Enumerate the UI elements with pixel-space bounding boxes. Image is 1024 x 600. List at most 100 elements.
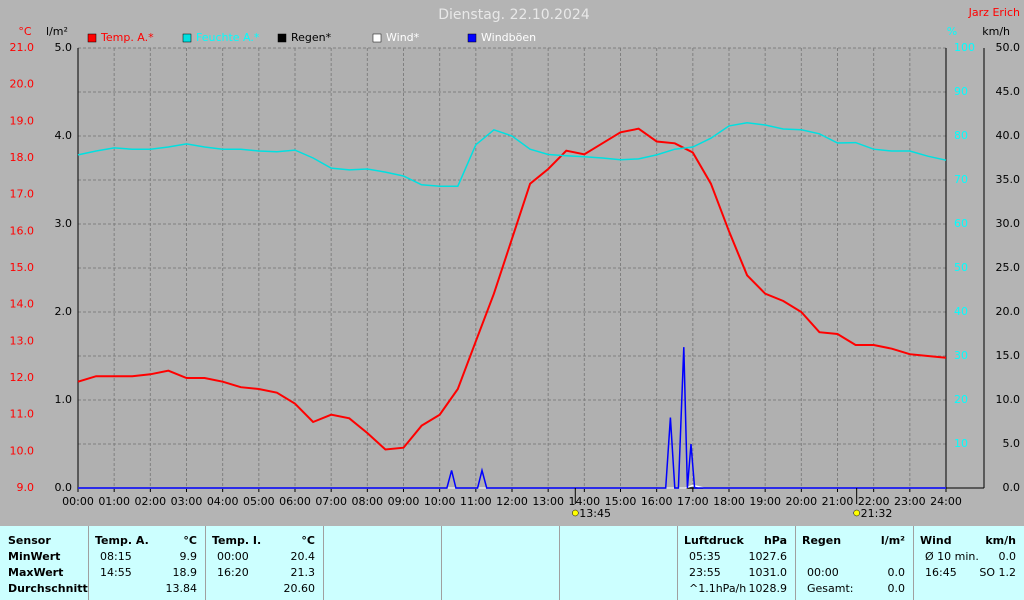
y-tick-label: 30 bbox=[954, 349, 968, 362]
x-tick-label: 03:00 bbox=[171, 495, 203, 508]
axis-unit: km/h bbox=[982, 25, 1010, 38]
group-name: Temp. A. bbox=[95, 534, 149, 547]
group-unit: °C bbox=[183, 534, 197, 547]
annotation-label: 13:45 bbox=[579, 507, 611, 520]
cell-time: ^1.1hPa/h bbox=[689, 582, 747, 595]
row-label: MaxWert bbox=[8, 566, 64, 579]
y-tick-label: 15.0 bbox=[996, 349, 1021, 362]
cell-value: 21.3 bbox=[290, 566, 316, 579]
cell-time: Gesamt: bbox=[807, 582, 854, 595]
x-tick-label: 07:00 bbox=[315, 495, 347, 508]
chart-title: Dienstag. 22.10.2024 bbox=[438, 7, 590, 23]
legend-swatch bbox=[182, 33, 192, 43]
y-tick-label: 45.0 bbox=[996, 85, 1021, 98]
y-tick-label: 4.0 bbox=[55, 129, 73, 142]
y-tick-label: 20 bbox=[954, 393, 968, 406]
y-tick-label: 10 bbox=[954, 437, 968, 450]
table-divider bbox=[441, 526, 442, 600]
y-tick-label: 50.0 bbox=[996, 41, 1021, 54]
x-tick-label: 08:00 bbox=[351, 495, 383, 508]
y-tick-label: 70 bbox=[954, 173, 968, 186]
x-tick-label: 00:00 bbox=[62, 495, 94, 508]
y-tick-label: 12.0 bbox=[10, 371, 35, 384]
y-tick-label: 20.0 bbox=[996, 305, 1021, 318]
x-tick-label: 11:00 bbox=[460, 495, 492, 508]
table-divider bbox=[323, 526, 324, 600]
x-tick-label: 20:00 bbox=[785, 495, 817, 508]
chart: Dienstag. 22.10.2024 Jarz Erich 00:00 01:… bbox=[10, 6, 1021, 520]
sun-icon bbox=[853, 509, 860, 517]
cell-value: 0.0 bbox=[998, 550, 1017, 563]
cell-time: 08:15 bbox=[100, 550, 132, 563]
legend-label: Temp. A.* bbox=[100, 31, 154, 44]
group-unit: °C bbox=[301, 534, 315, 547]
y-tick-label: 0.0 bbox=[1003, 481, 1021, 494]
sun-icon bbox=[572, 509, 579, 517]
x-tick-label: 17:00 bbox=[677, 495, 709, 508]
y-tick-label: 60 bbox=[954, 217, 968, 230]
row-label: Durchschnitt bbox=[8, 582, 88, 595]
cell-time: 00:00 bbox=[807, 566, 839, 579]
axis-unit: % bbox=[947, 25, 957, 38]
y-tick-label: 17.0 bbox=[10, 188, 35, 201]
x-tick-label: 24:00 bbox=[930, 495, 962, 508]
y-tick-label: 1.0 bbox=[55, 393, 73, 406]
legend-swatch bbox=[372, 33, 382, 43]
legend-label: Feuchte A.* bbox=[196, 31, 260, 44]
x-tick-label: 19:00 bbox=[749, 495, 781, 508]
series-line bbox=[77, 127, 947, 451]
table-divider bbox=[205, 526, 206, 600]
x-tick-label: 13:00 bbox=[532, 495, 564, 508]
cell-value: 20.4 bbox=[290, 550, 316, 563]
cell-time: 23:55 bbox=[689, 566, 721, 579]
table-divider bbox=[913, 526, 914, 600]
y-tick-label: 100 bbox=[954, 41, 975, 54]
x-tick-label: 01:00 bbox=[98, 495, 130, 508]
annotation-label: 21:32 bbox=[861, 507, 893, 520]
x-tick-label: 15:00 bbox=[605, 495, 637, 508]
x-tick-label: 14:00 bbox=[568, 495, 600, 508]
group-unit: km/h bbox=[985, 534, 1016, 547]
legend-swatch bbox=[467, 33, 477, 43]
group-name: Wind bbox=[920, 534, 952, 547]
x-tick-label: 18:00 bbox=[713, 495, 745, 508]
x-tick-label: 10:00 bbox=[424, 495, 456, 508]
y-tick-label: 18.0 bbox=[10, 151, 35, 164]
series-line bbox=[77, 122, 947, 187]
group-name: Temp. I. bbox=[212, 534, 262, 547]
y-tick-label: 14.0 bbox=[10, 298, 35, 311]
table-header: Sensor bbox=[8, 534, 51, 547]
y-tick-label: 11.0 bbox=[10, 408, 35, 421]
y-tick-label: 25.0 bbox=[996, 261, 1021, 274]
group-unit: l/m² bbox=[880, 534, 905, 547]
legend-label: Windböen bbox=[481, 31, 536, 44]
x-tick-label: 05:00 bbox=[243, 495, 275, 508]
y-tick-label: 80 bbox=[954, 129, 968, 142]
y-tick-label: 2.0 bbox=[55, 305, 73, 318]
x-tick-label: 06:00 bbox=[279, 495, 311, 508]
table-divider bbox=[88, 526, 89, 600]
cell-value: 1027.6 bbox=[748, 550, 788, 563]
y-tick-label: 5.0 bbox=[1003, 437, 1021, 450]
y-tick-label: 19.0 bbox=[10, 114, 35, 127]
stats-table: Sensor MinWert MaxWert Durchschnitt Temp. A.… bbox=[0, 526, 1024, 600]
cell-value: 13.84 bbox=[165, 582, 198, 595]
group-name: Luftdruck bbox=[684, 534, 744, 547]
cell-value: SO 1.2 bbox=[979, 566, 1016, 579]
x-tick-label: 09:00 bbox=[388, 495, 420, 508]
y-tick-label: 13.0 bbox=[10, 334, 35, 347]
y-tick-label: 3.0 bbox=[55, 217, 73, 230]
row-label: MinWert bbox=[8, 550, 61, 563]
x-tick-label: 21:00 bbox=[822, 495, 854, 508]
author: Jarz Erich bbox=[968, 6, 1020, 19]
axis-unit: °C bbox=[18, 25, 32, 38]
y-tick-label: 50 bbox=[954, 261, 968, 274]
cell-value: 0.0 bbox=[887, 566, 906, 579]
y-tick-label: 15.0 bbox=[10, 261, 35, 274]
y-tick-label: 21.0 bbox=[10, 41, 35, 54]
cell-value: 0.0 bbox=[887, 582, 906, 595]
axis-unit: l/m² bbox=[46, 25, 68, 38]
cell-time: 05:35 bbox=[689, 550, 721, 563]
y-tick-label: 20.0 bbox=[10, 78, 35, 91]
y-tick-label: 10.0 bbox=[10, 444, 35, 457]
